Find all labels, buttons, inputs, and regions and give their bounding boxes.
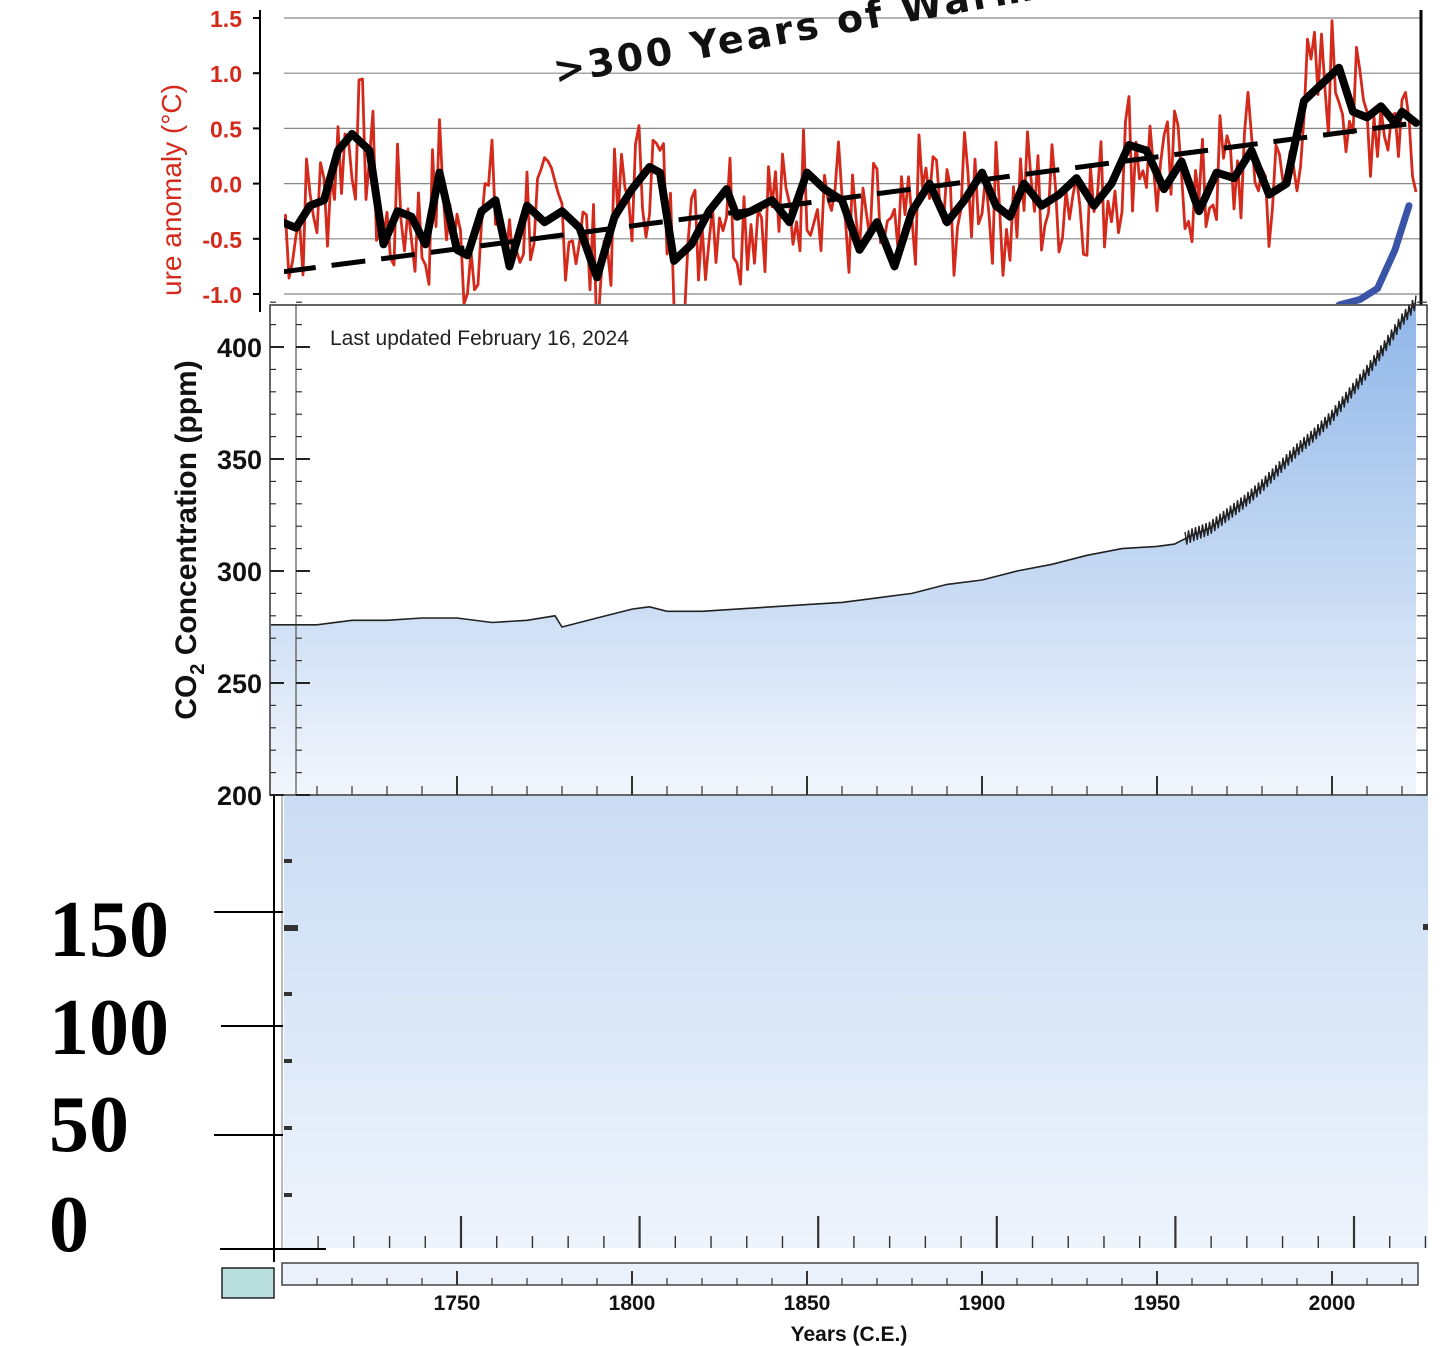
temperature-y-tick-label: 1.5 [210,6,242,32]
co2-y-tick-label: 300 [217,557,262,587]
temperature-y-tick-label: 1.0 [210,61,242,87]
lower-inner-x-ticks [317,1216,1427,1248]
temperature-smoothed-line [284,63,1420,282]
co2-y-axis-label-pre: CO [170,675,203,720]
temperature-y-ticks: 1.5 1.0 0.5 0.0 -0.5 -1.0 [202,6,260,308]
temperature-blue-line [1335,202,1413,304]
temperature-y-tick-label: 0.5 [210,116,242,142]
co2-y-tick-label: 200 [217,781,262,811]
lower-axis-mark [284,1059,292,1063]
lower-axis-mark-right [1423,924,1428,930]
co2-y-axis-label-post: Concentration (ppm) [170,360,203,663]
co2-seasonal-line [1184,295,1417,545]
co2-y-ticks: 400 350 300 250 200 [217,333,310,811]
co2-x-ticks [316,776,1403,795]
temperature-y-tick-label: -1.0 [202,282,242,308]
lower-axis-mark [284,1126,292,1130]
x-axis-label: Years (C.E.) [791,1323,908,1346]
lower-axis-mark [284,925,298,931]
lower-y-tick-label: 100 [49,984,169,1072]
co2-updated-note: Last updated February 16, 2024 [330,327,629,350]
legend-swatch [221,1267,275,1299]
co2-minor-ticks [270,301,1427,796]
bottom-x-tick-label: 2000 [1309,1292,1356,1315]
bottom-x-tick-label: 1850 [784,1292,831,1315]
lower-y-ticks: 150 100 50 0 [49,886,283,1269]
co2-plot-frame [269,304,1428,796]
lower-y-tick-label: 150 [49,886,169,974]
lower-panel: 150 100 50 0 1750 1800 1850 1900 1950 2000 Years… [49,796,1428,1346]
lower-axis-mark [284,859,292,863]
bottom-x-ticks: 1750 1800 1850 1900 1950 2000 [316,1271,1403,1315]
co2-y-tick-label: 350 [217,445,262,475]
lower-axis-marks [284,859,1428,1197]
co2-y-tick-label: 250 [217,669,262,699]
co2-panel: 400 350 300 250 200 Last updated February 16… [170,295,1428,811]
co2-y-axis-label-sub: 2 [187,664,209,675]
temperature-trend-series [284,120,1417,275]
temperature-y-axis-label: ure anomaly (°C) [156,84,187,296]
bottom-x-tick-label: 1750 [434,1292,481,1315]
co2-y-axis-label: CO2 Concentration (ppm) [170,360,209,719]
temperature-blue-series [1335,202,1413,304]
temperature-panel: 1.5 1.0 0.5 0.0 -0.5 -1.0 >300 Years of Warmi… [156,0,1423,312]
temperature-trend-line [284,120,1417,275]
temperature-smoothed-series [284,63,1420,282]
temperature-title: >300 Years of Warming [550,0,1114,93]
co2-y-tick-label: 400 [217,333,262,363]
lower-axis-mark [284,992,292,996]
co2-series-line [271,301,1417,628]
lower-y-tick-label: 0 [49,1181,89,1269]
bottom-x-tick-label: 1800 [609,1292,656,1315]
bottom-axis-strip [281,1262,1419,1286]
bottom-x-tick-label: 1900 [959,1292,1006,1315]
co2-area-fill [271,302,1416,795]
lower-plot-fill [284,796,1428,1248]
lower-y-tick-label: 50 [49,1081,129,1169]
temperature-y-tick-label: -0.5 [202,227,242,253]
bottom-x-tick-label: 1950 [1134,1292,1181,1315]
temperature-y-tick-label: 0.0 [210,172,242,198]
lower-axis-mark [284,1193,292,1197]
